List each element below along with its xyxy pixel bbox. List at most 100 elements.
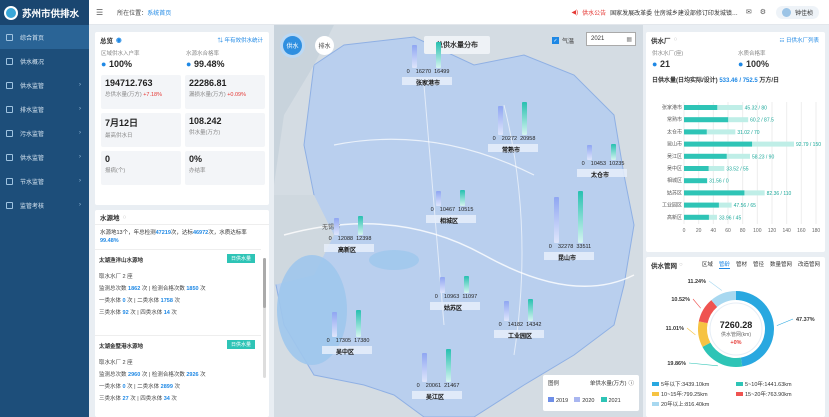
overview-title: 总览 xyxy=(100,37,113,45)
year-select[interactable]: 2021 ▦ xyxy=(586,32,636,46)
actual-bar[interactable] xyxy=(684,190,745,196)
calendar-icon: ▦ xyxy=(626,36,632,43)
year-value: 2021 xyxy=(591,36,605,42)
daily-supply-badge[interactable]: 日供水量 xyxy=(226,340,255,349)
network-legend-item[interactable]: 20年以上:816.40km xyxy=(652,400,736,408)
user-menu[interactable]: 钟佳桢 xyxy=(775,5,819,19)
actual-bar[interactable] xyxy=(684,166,709,171)
plant-count-value: 21 xyxy=(659,59,670,69)
source-class12: 一类水体 0 次 | 二类水体 1758 次 xyxy=(99,298,180,304)
weather-label: 气温 xyxy=(562,39,575,45)
mail-icon[interactable]: ✉ xyxy=(745,9,752,16)
breadcrumb-home-link[interactable]: 系统首页 xyxy=(147,10,172,17)
sidebar-item-label: 污水监管 xyxy=(20,131,45,138)
bar-value-label: 82.36 / 110 xyxy=(767,191,792,197)
pie-leader-line xyxy=(692,298,701,309)
bar-value-label: 92.79 / 150 xyxy=(796,142,821,148)
network-tab[interactable]: 管材 xyxy=(735,262,747,268)
network-tab[interactable]: 管径 xyxy=(752,262,764,268)
network-tab[interactable]: 管龄 xyxy=(718,262,730,269)
info-icon: ◉ xyxy=(116,36,122,44)
actual-bar[interactable] xyxy=(684,117,729,123)
actual-bar[interactable] xyxy=(684,129,707,135)
bar-2020 xyxy=(436,191,441,206)
network-tab[interactable]: 区域 xyxy=(701,262,713,268)
district-values: 0 20061 21467 xyxy=(416,383,460,389)
legend-info-icon: ⓘ xyxy=(628,381,634,387)
sidebar-item-5[interactable]: 供水监管 › xyxy=(0,145,89,169)
legend-item[interactable]: 2021 xyxy=(600,397,621,404)
bar-2021 xyxy=(611,144,616,160)
notice-text: 国家发展改革委 住房城乡建设部修订印发城镇… xyxy=(610,10,738,17)
actual-bar[interactable] xyxy=(684,202,719,208)
app-logo: 苏州市供排水 xyxy=(0,0,89,25)
pipe-age-donut: 47.37% 19.86% 11.01% 10.52% 11.24% 7260.28供水管… xyxy=(666,279,815,367)
actual-bar[interactable] xyxy=(684,153,727,159)
sidebar-item-6[interactable]: 节水监管 › xyxy=(0,169,89,193)
overview-stats-link[interactable]: ⇅ 年有效供水统计 xyxy=(217,37,263,44)
qualified-value: 99.48% xyxy=(193,59,225,69)
y-tick-label: 相城区 xyxy=(667,177,682,184)
weather-toggle[interactable]: ✓ 气温 xyxy=(552,36,574,45)
legend-swatch xyxy=(736,382,743,386)
legend-item[interactable]: 2019 xyxy=(548,397,568,404)
leak-delta: +0.09% xyxy=(227,92,247,98)
leak-label: 漏损水量(万方) xyxy=(189,92,226,98)
pie-slice[interactable] xyxy=(698,321,711,347)
district-values: 0 20272 20958 xyxy=(492,136,536,142)
x-tick-label: 60 xyxy=(725,228,731,234)
sidebar-item-3[interactable]: 排水监管 › xyxy=(0,97,89,121)
chevron-right-icon: › xyxy=(79,106,81,112)
logo-icon xyxy=(4,5,18,20)
daily-supply-badge[interactable]: 日供水量 xyxy=(226,254,255,263)
alarm-label: 报病(个) xyxy=(105,168,126,174)
city-label: 无锡市 xyxy=(322,225,341,231)
pie-slice[interactable] xyxy=(711,291,736,307)
network-legend-item[interactable]: 10~15年:799.25km xyxy=(652,390,736,398)
sidebar-item-2[interactable]: 供水监管 › xyxy=(0,73,89,97)
menu-toggle-icon[interactable]: ☰ xyxy=(96,7,104,17)
plants-list-link[interactable]: ☷ 日供水厂列表 xyxy=(779,37,819,44)
x-tick-label: 140 xyxy=(782,228,791,234)
sidebar-item-0[interactable]: 综合首页 xyxy=(0,25,89,49)
settings-icon[interactable]: ⚙ xyxy=(759,9,766,16)
actual-bar[interactable] xyxy=(684,214,709,220)
network-tab[interactable]: 改造管网 xyxy=(797,262,820,268)
donut-center-value: 7260.28 xyxy=(720,320,753,330)
actual-bar[interactable] xyxy=(684,105,718,110)
district-name: 太仓市 xyxy=(591,173,610,179)
sidebar-item-1[interactable]: 供水概况 xyxy=(0,49,89,73)
sidebar-item-label: 供水监管 xyxy=(20,155,45,162)
info-icon: ○ xyxy=(679,261,683,268)
network-legend-item[interactable]: 15~20年:763.90km xyxy=(736,390,820,398)
source-item[interactable]: 太湖金墅港水源地 日供水量 取水水厂 2 座监测总次数 2960 次 | 检测合格次… xyxy=(95,335,261,417)
y-tick-label: 吴江区 xyxy=(667,153,682,160)
supply-map[interactable]: 供水 排水 总供水量分布 ✓ 气温 2021 ▦ 无锡市 0 16270 16499… xyxy=(274,25,643,417)
notice-bar[interactable]: ◀) 供水公告 国家发展改革委 住房城乡建设部修订印发城镇… xyxy=(572,8,738,17)
chevron-right-icon: › xyxy=(79,154,81,160)
notice-label: 供水公告 xyxy=(582,10,607,17)
network-legend-item[interactable]: 5~10年:1441.63km xyxy=(736,380,820,388)
actual-bar[interactable] xyxy=(684,178,708,184)
y-tick-label: 姑苏区 xyxy=(667,189,682,196)
pie-slice[interactable] xyxy=(702,342,743,367)
map-legend: 图例 单供水量(万方) ⓘ 2019 2020 2021 xyxy=(543,375,639,411)
source-item[interactable]: 太湖渔洋山水源地 日供水量 取水水厂 2 座监测总次数 1862 次 | 检测合格次… xyxy=(95,249,261,333)
tab-drain[interactable]: 排水 xyxy=(315,36,334,55)
x-tick-label: 0 xyxy=(683,228,686,234)
sidebar-item-4[interactable]: 污水监管 › xyxy=(0,121,89,145)
network-tab[interactable]: 数量管网 xyxy=(769,262,792,268)
source-scrollbar[interactable] xyxy=(263,258,266,378)
x-tick-label: 180 xyxy=(812,228,821,234)
actual-bar[interactable] xyxy=(684,141,753,147)
pie-slice[interactable] xyxy=(698,300,718,324)
sidebar-item-7[interactable]: 监管考核 › xyxy=(0,193,89,217)
tab-supply[interactable]: 供水 xyxy=(283,36,302,55)
bar-2020 xyxy=(504,300,509,321)
legend-swatch xyxy=(652,402,659,406)
coverage-label: 区域供水入户率 xyxy=(101,51,140,57)
legend-item[interactable]: 2020 xyxy=(574,397,595,404)
pie-slice[interactable] xyxy=(736,291,774,367)
menu-icon xyxy=(6,177,13,185)
network-legend-item[interactable]: 5年以下:3439.10km xyxy=(652,380,736,388)
